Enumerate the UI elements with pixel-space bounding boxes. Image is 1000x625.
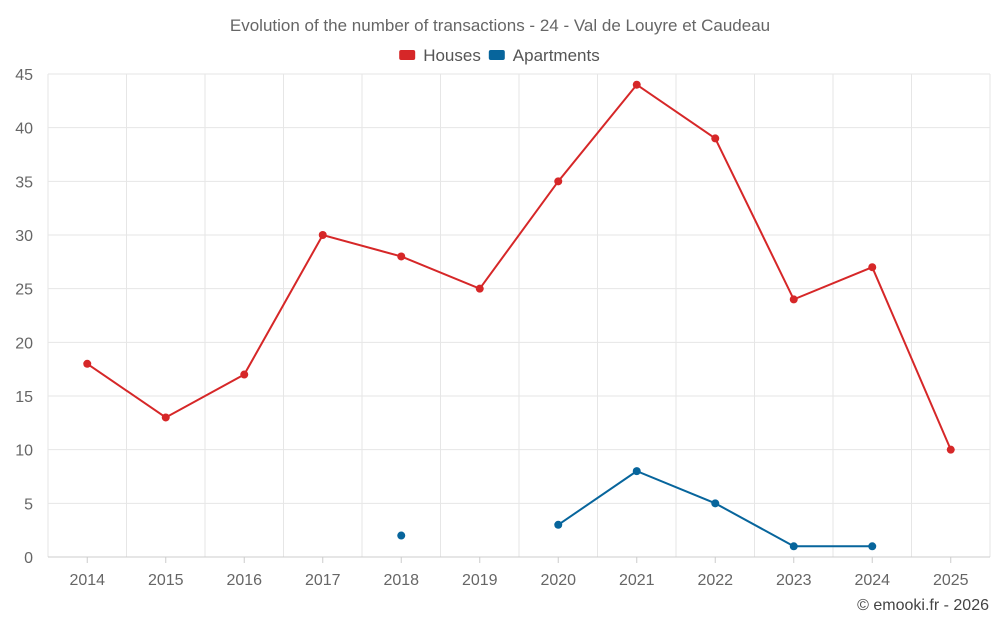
x-tick-label: 2024 <box>854 572 890 589</box>
data-point[interactable] <box>318 231 327 239</box>
series-line <box>86 83 952 451</box>
grid <box>47 73 991 558</box>
chart-title: Evolution of the number of transactions … <box>230 16 770 35</box>
x-tick-label: 2025 <box>933 572 969 589</box>
data-point[interactable] <box>789 542 798 551</box>
data-point[interactable] <box>868 263 877 272</box>
y-tick-label: 40 <box>15 121 33 138</box>
x-tick-label: 2014 <box>69 572 105 589</box>
data-point[interactable] <box>397 531 406 540</box>
y-tick-label: 35 <box>15 174 33 191</box>
y-axis: 0 5 10 15 20 25 30 35 40 45 <box>15 67 33 567</box>
y-tick-label: 0 <box>24 550 33 567</box>
series-houses <box>83 80 955 454</box>
data-point[interactable] <box>711 134 720 143</box>
legend-item-apartments[interactable]: Apartments <box>488 46 600 65</box>
data-point[interactable] <box>240 370 249 379</box>
y-tick-label: 10 <box>15 443 33 460</box>
legend: Houses Apartments <box>399 46 600 65</box>
legend-label: Houses <box>423 46 481 65</box>
series-line <box>557 470 873 548</box>
data-point[interactable] <box>711 499 720 508</box>
y-tick-label: 15 <box>15 389 33 406</box>
x-tick-label: 2018 <box>383 572 419 589</box>
data-point[interactable] <box>397 252 406 261</box>
x-tick-label: 2017 <box>305 572 341 589</box>
data-point[interactable] <box>161 413 170 422</box>
y-tick-label: 5 <box>24 496 33 513</box>
data-point[interactable] <box>554 177 563 186</box>
legend-swatch <box>399 50 416 60</box>
x-tick-label: 2015 <box>148 572 184 589</box>
data-point[interactable] <box>789 295 798 304</box>
x-axis: 2014 2015 2016 2017 2018 2019 2020 2021 2022 2023… <box>48 556 990 589</box>
series-apartments <box>397 467 877 551</box>
y-tick-label: 45 <box>15 67 33 84</box>
y-tick-label: 30 <box>15 228 33 245</box>
legend-swatch <box>488 50 505 60</box>
x-tick-label: 2023 <box>776 572 812 589</box>
x-tick-label: 2019 <box>462 572 498 589</box>
credit-text: © emooki.fr - 2026 <box>857 597 989 614</box>
data-point[interactable] <box>632 80 641 89</box>
data-point[interactable] <box>83 359 92 368</box>
series-layer <box>83 80 955 551</box>
data-point[interactable] <box>632 467 641 476</box>
data-point[interactable] <box>554 520 563 529</box>
legend-item-houses[interactable]: Houses <box>399 46 481 65</box>
data-point[interactable] <box>868 542 877 551</box>
y-tick-label: 25 <box>15 282 33 299</box>
y-tick-label: 20 <box>15 335 33 352</box>
data-point[interactable] <box>475 284 484 293</box>
x-tick-label: 2020 <box>540 572 576 589</box>
x-tick-label: 2016 <box>226 572 262 589</box>
x-tick-label: 2021 <box>619 572 655 589</box>
data-point[interactable] <box>946 445 955 454</box>
legend-label: Apartments <box>513 46 600 65</box>
x-tick-label: 2022 <box>697 572 733 589</box>
